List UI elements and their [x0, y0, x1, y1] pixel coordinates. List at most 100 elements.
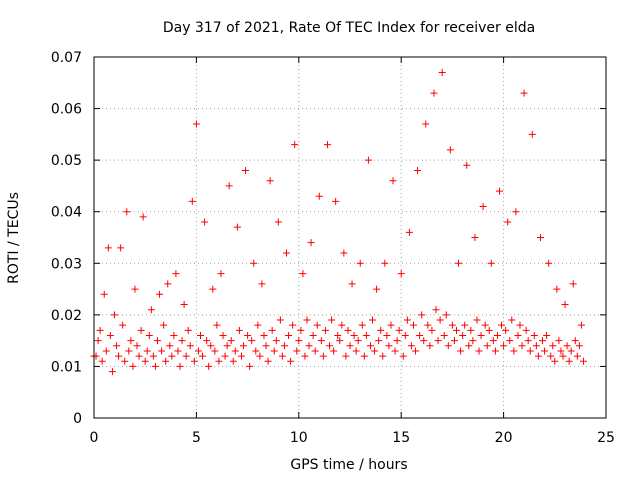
data-point: [481, 321, 489, 329]
data-point: [108, 368, 116, 376]
data-point: [563, 342, 571, 350]
data-point: [420, 337, 428, 345]
data-point: [266, 177, 274, 185]
data-point: [323, 141, 331, 149]
data-point: [149, 352, 157, 360]
data-point: [518, 342, 526, 350]
data-point: [479, 203, 487, 211]
data-point: [541, 347, 549, 355]
data-point: [110, 311, 118, 319]
data-point: [133, 342, 141, 350]
data-point: [405, 228, 413, 236]
data-point: [209, 285, 217, 293]
data-point: [268, 326, 276, 334]
chart-title: Day 317 of 2021, Rate Of TEC Index for r…: [163, 20, 535, 36]
data-point: [156, 290, 164, 298]
data-point: [526, 347, 534, 355]
y-tick-label: 0.05: [51, 153, 82, 169]
x-axis: 0 5 10 15 20 25: [90, 57, 615, 446]
data-point: [285, 331, 293, 339]
data-point: [262, 342, 270, 350]
data-point: [391, 347, 399, 355]
data-point: [121, 357, 129, 365]
data-point: [469, 337, 477, 345]
data-point: [104, 244, 112, 252]
data-point: [100, 290, 108, 298]
data-point: [512, 208, 520, 216]
data-point: [274, 218, 282, 226]
data-point: [106, 331, 114, 339]
data-point: [407, 342, 415, 350]
data-point: [571, 337, 579, 345]
data-point: [362, 331, 370, 339]
data-point: [283, 249, 291, 257]
data-point: [534, 352, 542, 360]
data-point: [559, 352, 567, 360]
data-point: [199, 352, 207, 360]
data-point: [321, 326, 329, 334]
data-point: [438, 68, 446, 76]
y-tick-label: 0.02: [51, 308, 82, 324]
data-point: [471, 234, 479, 241]
data-point: [221, 352, 229, 360]
data-point: [366, 342, 374, 350]
data-point: [98, 357, 106, 365]
data-point: [422, 120, 430, 128]
data-point: [432, 306, 440, 314]
data-point: [115, 352, 123, 360]
data-point: [508, 316, 516, 324]
data-point: [162, 357, 170, 365]
data-point: [170, 331, 178, 339]
data-point: [201, 218, 209, 226]
data-point: [311, 347, 319, 355]
data-point: [485, 326, 493, 334]
data-point: [450, 337, 458, 345]
data-point: [461, 321, 469, 329]
data-point: [129, 362, 137, 370]
data-point: [102, 347, 110, 355]
data-point: [180, 301, 188, 309]
data-point: [205, 362, 213, 370]
data-point: [532, 342, 540, 350]
data-point: [397, 270, 405, 278]
data-point: [309, 331, 317, 339]
data-point: [336, 337, 344, 345]
data-point: [338, 321, 346, 329]
x-tick-label: 20: [495, 430, 513, 446]
data-point: [477, 331, 485, 339]
data-point: [151, 362, 159, 370]
data-point: [496, 187, 504, 195]
x-tick-label: 15: [392, 430, 410, 446]
data-point: [174, 347, 182, 355]
data-point: [192, 120, 200, 128]
data-point: [504, 218, 512, 226]
data-point: [280, 342, 288, 350]
data-point: [270, 347, 278, 355]
data-point: [293, 347, 301, 355]
data-point: [360, 352, 368, 360]
data-point: [381, 259, 389, 267]
data-point: [225, 182, 233, 190]
data-point: [235, 326, 243, 334]
data-point: [459, 331, 467, 339]
data-point: [434, 337, 442, 345]
data-point: [510, 347, 518, 355]
data-point: [561, 301, 569, 309]
data-point: [383, 331, 391, 339]
data-point: [506, 337, 514, 345]
data-point: [573, 352, 581, 360]
data-point: [291, 141, 299, 149]
data-point: [119, 321, 127, 329]
data-point: [131, 285, 139, 293]
data-point: [543, 331, 551, 339]
data-point: [340, 249, 348, 257]
data-point: [252, 347, 260, 355]
data-point: [539, 337, 547, 345]
data-point: [328, 316, 336, 324]
data-point: [436, 316, 444, 324]
data-point: [219, 331, 227, 339]
data-point: [528, 130, 536, 138]
data-point: [516, 321, 524, 329]
data-point: [549, 342, 557, 350]
data-point: [229, 357, 237, 365]
